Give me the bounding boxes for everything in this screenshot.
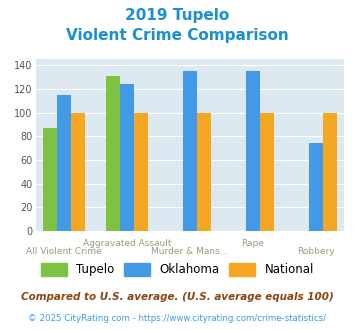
Text: Aggravated Assault: Aggravated Assault [83,239,171,248]
Bar [134,113,148,231]
Text: Robbery: Robbery [297,248,335,256]
Bar [57,95,71,231]
Bar [43,128,57,231]
Legend: Tupelo, Oklahoma, National: Tupelo, Oklahoma, National [36,258,319,281]
Bar [71,113,84,231]
Text: All Violent Crime: All Violent Crime [26,248,102,256]
Text: Violent Crime Comparison: Violent Crime Comparison [66,28,289,43]
Text: © 2025 CityRating.com - https://www.cityrating.com/crime-statistics/: © 2025 CityRating.com - https://www.city… [28,314,327,323]
Bar [106,76,120,231]
Text: Compared to U.S. average. (U.S. average equals 100): Compared to U.S. average. (U.S. average … [21,292,334,302]
Text: Murder & Mans...: Murder & Mans... [151,248,229,256]
Bar [260,113,274,231]
Bar [120,84,134,231]
Bar [309,144,323,231]
Bar [197,113,211,231]
Bar [183,71,197,231]
Text: 2019 Tupelo: 2019 Tupelo [125,8,230,23]
Text: Rape: Rape [241,239,264,248]
Bar [246,71,260,231]
Bar [323,113,337,231]
